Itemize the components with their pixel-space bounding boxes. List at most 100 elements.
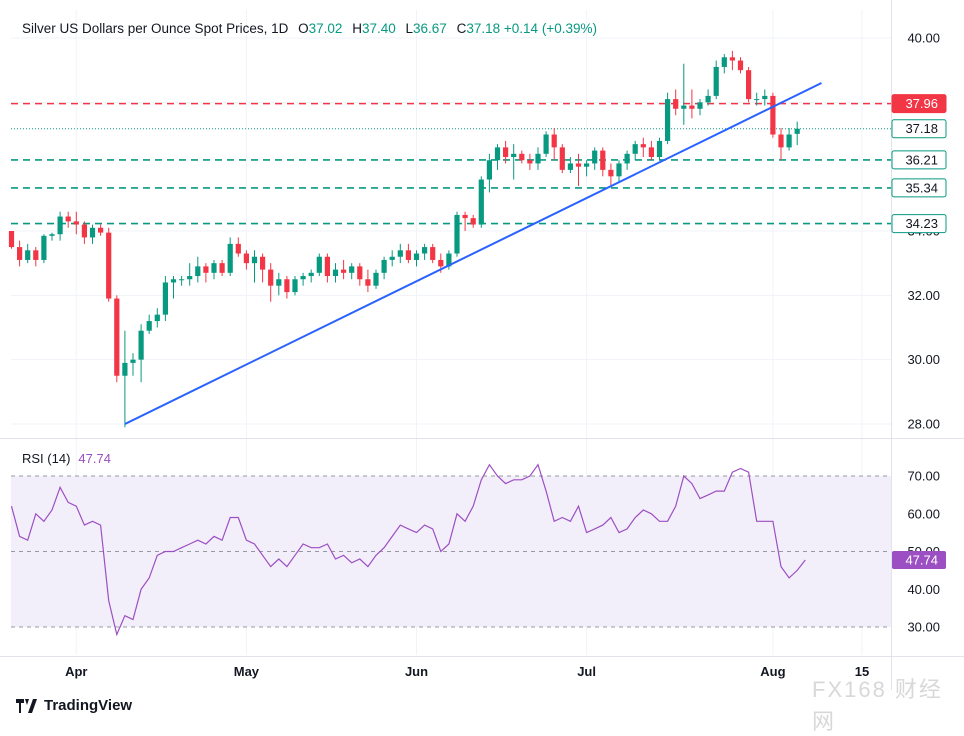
tradingview-icon — [16, 698, 37, 713]
candle-body — [729, 57, 735, 61]
candle-body — [697, 102, 703, 109]
candle-body — [170, 279, 177, 283]
candle-body — [154, 314, 160, 322]
candle-body — [203, 266, 209, 273]
candle-body — [705, 95, 711, 103]
candle-body — [413, 253, 420, 260]
rsi-line — [10, 463, 806, 637]
level-tag-label: 35.34 — [905, 180, 938, 195]
candle-body — [430, 247, 436, 260]
rsi-tick-label: 60.00 — [907, 506, 940, 521]
time-tick-label: Jul — [577, 664, 596, 679]
tradingview-brand: TradingView — [44, 697, 133, 714]
level-tag — [891, 119, 947, 139]
candle-body — [130, 359, 136, 363]
candle-body — [681, 105, 687, 109]
candle-body — [494, 147, 501, 161]
candle-body — [33, 250, 39, 260]
candle-body — [551, 134, 557, 148]
candle-body — [114, 298, 120, 376]
price-tick-label: 28.00 — [907, 417, 940, 432]
level-tag — [891, 94, 947, 114]
price-tick-label: 30.00 — [907, 352, 940, 367]
candle-body — [438, 259, 444, 267]
open-label: O — [298, 21, 309, 36]
change-value: +0.14 (+0.39%) — [503, 21, 597, 36]
candle-body — [511, 153, 517, 158]
trendline — [124, 82, 822, 425]
candle-body — [300, 276, 306, 280]
candle-body — [778, 134, 784, 148]
time-tick-label: Aug — [760, 664, 785, 679]
candle-body — [632, 144, 638, 154]
candle-body — [389, 256, 395, 260]
candle-body — [260, 256, 266, 270]
time-tick-label: Jun — [405, 664, 428, 679]
candle-body — [211, 263, 217, 273]
high-label: H — [352, 21, 362, 36]
candle-body — [762, 95, 768, 100]
candle-body — [600, 150, 606, 170]
close-label: C — [456, 21, 467, 36]
candle-body — [349, 266, 355, 273]
candle-body — [146, 321, 152, 331]
candle-body — [89, 227, 96, 238]
low-label: L — [405, 21, 414, 36]
candle-body — [122, 362, 128, 376]
candle-body — [470, 218, 476, 225]
candle-body — [243, 253, 249, 264]
time-tick-label: Apr — [65, 664, 87, 679]
candle-body — [478, 179, 484, 225]
candle-body — [770, 95, 776, 135]
candle-body — [746, 70, 752, 100]
candle-body — [276, 279, 282, 286]
level-tag — [891, 150, 947, 170]
candle-body — [73, 221, 79, 225]
tradingview-logo[interactable]: TradingView — [16, 697, 132, 714]
candle-body — [648, 147, 654, 158]
candle-body — [195, 266, 201, 277]
candle-body — [81, 224, 87, 238]
rsi-value: 47.74 — [78, 451, 111, 466]
level-tag-label: 34.23 — [905, 216, 938, 231]
candle-body — [454, 214, 460, 254]
candle-body — [65, 216, 71, 222]
candle-body — [17, 247, 23, 260]
rsi-tick-label: 30.00 — [907, 620, 940, 635]
candle-body — [575, 163, 582, 167]
candle-body — [316, 256, 322, 273]
candle-body — [138, 330, 144, 360]
candle-body — [567, 163, 573, 170]
price-tick-label: 40.00 — [907, 31, 940, 46]
candle-body — [284, 279, 290, 293]
candle-body — [49, 234, 55, 236]
candle-body — [308, 272, 314, 277]
candle-body — [332, 269, 339, 277]
candle-body — [106, 232, 112, 299]
candle-body — [41, 235, 47, 260]
candle-body — [737, 60, 744, 71]
candle-body — [713, 66, 719, 96]
rsi-current-label: 47.74 — [905, 553, 938, 568]
candle-body — [462, 214, 468, 219]
candle-body — [640, 144, 646, 148]
candle-body — [422, 247, 428, 254]
level-tag-label: 37.96 — [905, 96, 938, 111]
open-value: 37.02 — [308, 21, 343, 36]
chart-header: Silver US Dollars per Ounce Spot Prices,… — [22, 21, 597, 36]
rsi-tick-label: 40.00 — [907, 582, 940, 597]
candle-body — [397, 250, 403, 257]
candle-body — [786, 134, 792, 148]
candle-body — [794, 128, 800, 134]
close-value: 37.18 — [466, 21, 501, 36]
rsi-tick-label: 70.00 — [907, 469, 940, 484]
candle-body — [324, 256, 330, 277]
candle-body — [519, 153, 525, 161]
watermark: FX168 财经网 — [812, 677, 943, 734]
candle-body — [187, 276, 193, 280]
candles — [8, 50, 800, 428]
candle-body — [381, 259, 387, 273]
candle-body — [503, 147, 509, 158]
level-tag — [891, 178, 947, 198]
